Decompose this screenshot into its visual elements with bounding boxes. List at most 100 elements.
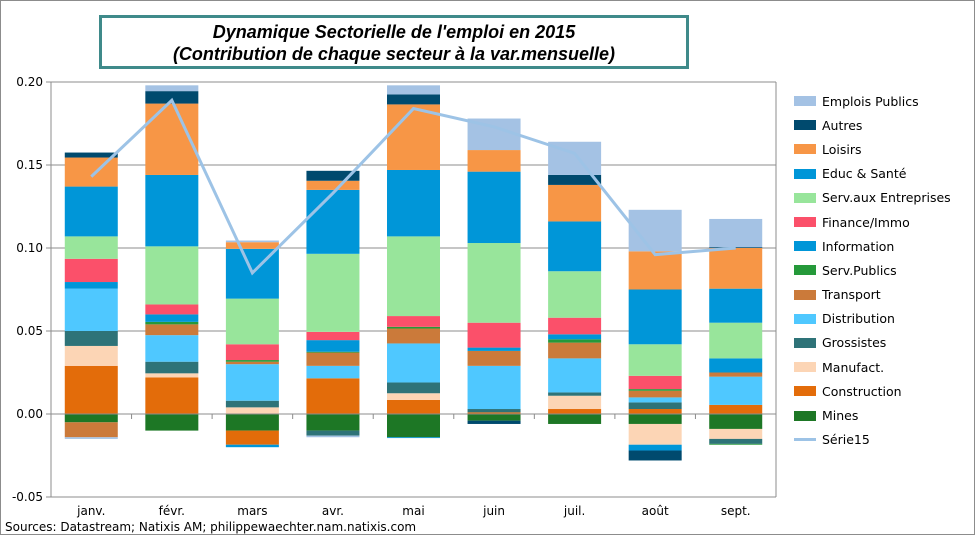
y-tick-label: -0.05 [12, 490, 43, 504]
legend-label: Construction [822, 383, 902, 399]
bar-segment-grossistes [628, 402, 682, 410]
bar-segment-mines [709, 414, 763, 429]
legend-item: Transport [794, 283, 951, 307]
x-tick-label: févr. [159, 504, 185, 518]
bar-segment-information [387, 437, 440, 439]
bar-segment-mines [306, 414, 360, 431]
bar-segment-construction [64, 365, 118, 414]
bar-segment-serv-aux-entreprises [387, 236, 440, 317]
bar-segment-finance-immo [225, 344, 279, 361]
legend-swatch [794, 168, 816, 179]
bar-segment-educ-sant- [548, 221, 602, 272]
bar-segment-autres [145, 91, 199, 104]
legend-label: Educ & Santé [822, 166, 907, 182]
bar-segment-grossistes [145, 361, 199, 374]
legend-item: Grossistes [794, 331, 951, 355]
bar-segment-autres [628, 450, 682, 461]
bar-segment-finance-immo [548, 317, 602, 335]
bar-segment-serv-publics [387, 326, 440, 329]
bar-segment-autres [387, 94, 440, 105]
bar-segment-transport [467, 350, 521, 366]
bar-segment-information [709, 358, 763, 373]
bar-segment-transport [628, 390, 682, 398]
legend-swatch [794, 217, 816, 228]
bar-segment-mines [467, 414, 521, 421]
legend-swatch [794, 386, 816, 397]
bar-segment-educ-sant- [64, 186, 118, 237]
bar-segment-mines [225, 414, 279, 431]
bar-segment-mines [387, 414, 440, 438]
legend-label: Emplois Publics [822, 93, 919, 109]
bar-segment-distribution [306, 365, 360, 379]
bar-segment-construction [709, 404, 763, 414]
bar-segment-manufact- [145, 373, 199, 378]
legend-item: Information [794, 234, 951, 258]
bar-segment-grossistes [64, 331, 118, 346]
legend-label: Distribution [822, 311, 895, 327]
bar-segment-loisirs [467, 150, 521, 172]
bar-segment-autres [709, 247, 763, 248]
bar-segment-grossistes [548, 392, 602, 396]
y-tick-label: 0.10 [16, 241, 43, 255]
bar-segment-loisirs [628, 251, 682, 290]
legend-label: Grossistes [822, 335, 887, 351]
legend-swatch [794, 410, 816, 421]
bar-segment-transport [225, 361, 279, 365]
bar-segment-emplois-publics [145, 85, 199, 92]
legend-item: Série15 [794, 428, 951, 452]
bar-segment-emplois-publics [225, 240, 279, 243]
x-tick-label: juin [482, 504, 505, 518]
bar-segment-loisirs [225, 242, 279, 249]
bar-segment-emplois-publics [306, 435, 360, 438]
legend-swatch [794, 192, 816, 203]
bar-segment-distribution [548, 358, 602, 393]
legend-item: Serv.aux Entreprises [794, 186, 951, 210]
bar-segment-information [467, 347, 521, 351]
bar-segment-finance-immo [628, 375, 682, 390]
bar-segment-grossistes [387, 382, 440, 394]
bar-segment-educ-sant- [628, 289, 682, 345]
legend-item: Loisirs [794, 137, 951, 161]
legend-item: Educ & Santé [794, 162, 951, 186]
legend-label: Finance/Immo [822, 214, 910, 230]
legend-label: Transport [822, 287, 881, 303]
bar-segment-construction [145, 377, 199, 414]
bar-segment-manufact- [548, 395, 602, 410]
bar-segment-loisirs [306, 180, 360, 190]
bar-segment-distribution [709, 376, 763, 405]
bar-segment-construction [548, 409, 602, 414]
bar-segment-educ-sant- [145, 174, 199, 247]
bar-segment-mines [628, 414, 682, 424]
bar-segment-autres [64, 152, 118, 158]
bar-segment-finance-immo [306, 331, 360, 341]
source-note: Sources: Datastream; Natixis AM; philipp… [5, 520, 417, 534]
bar-segment-distribution [64, 288, 118, 331]
bar-segment-loisirs [387, 104, 440, 170]
bar-segment-transport [306, 352, 360, 366]
legend-swatch [794, 337, 816, 348]
legend-item: Serv.Publics [794, 258, 951, 282]
legend-label: Autres [822, 117, 863, 133]
bar-segment-serv-aux-entreprises [467, 243, 521, 323]
bar-segment-finance-immo [145, 304, 199, 315]
x-tick-label: mai [402, 504, 424, 518]
bar-segment-transport [64, 422, 118, 438]
bar-segment-finance-immo [467, 322, 521, 348]
bar-segment-emplois-publics [387, 85, 440, 95]
legend-swatch [794, 120, 816, 131]
legend: Emplois Publics Autres Loisirs Educ & Santé… [794, 89, 951, 452]
legend-label: Information [822, 238, 895, 254]
bar-segment-educ-sant- [709, 288, 763, 323]
legend-item: Finance/Immo [794, 210, 951, 234]
bar-segment-serv-publics [628, 389, 682, 391]
bar-segment-finance-immo [387, 316, 440, 327]
bar-segment-construction [225, 430, 279, 445]
bar-segment-information [64, 282, 118, 289]
y-tick-label: 0.15 [16, 158, 43, 172]
bar-segment-transport [387, 328, 440, 344]
legend-item: Autres [794, 113, 951, 137]
bar-segment-grossistes [225, 400, 279, 408]
bar-segment-serv-aux-entreprises [145, 246, 199, 305]
bar-segment-transport [145, 324, 199, 336]
